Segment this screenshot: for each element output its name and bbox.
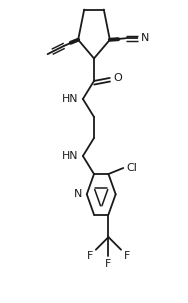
Text: O: O — [113, 73, 122, 83]
Text: N: N — [74, 189, 83, 199]
Text: HN: HN — [62, 94, 78, 104]
Text: F: F — [105, 259, 111, 269]
Text: HN: HN — [62, 151, 78, 161]
Text: F: F — [87, 251, 93, 261]
Text: Cl: Cl — [127, 163, 137, 173]
Text: N: N — [141, 33, 150, 43]
Text: F: F — [124, 251, 130, 261]
